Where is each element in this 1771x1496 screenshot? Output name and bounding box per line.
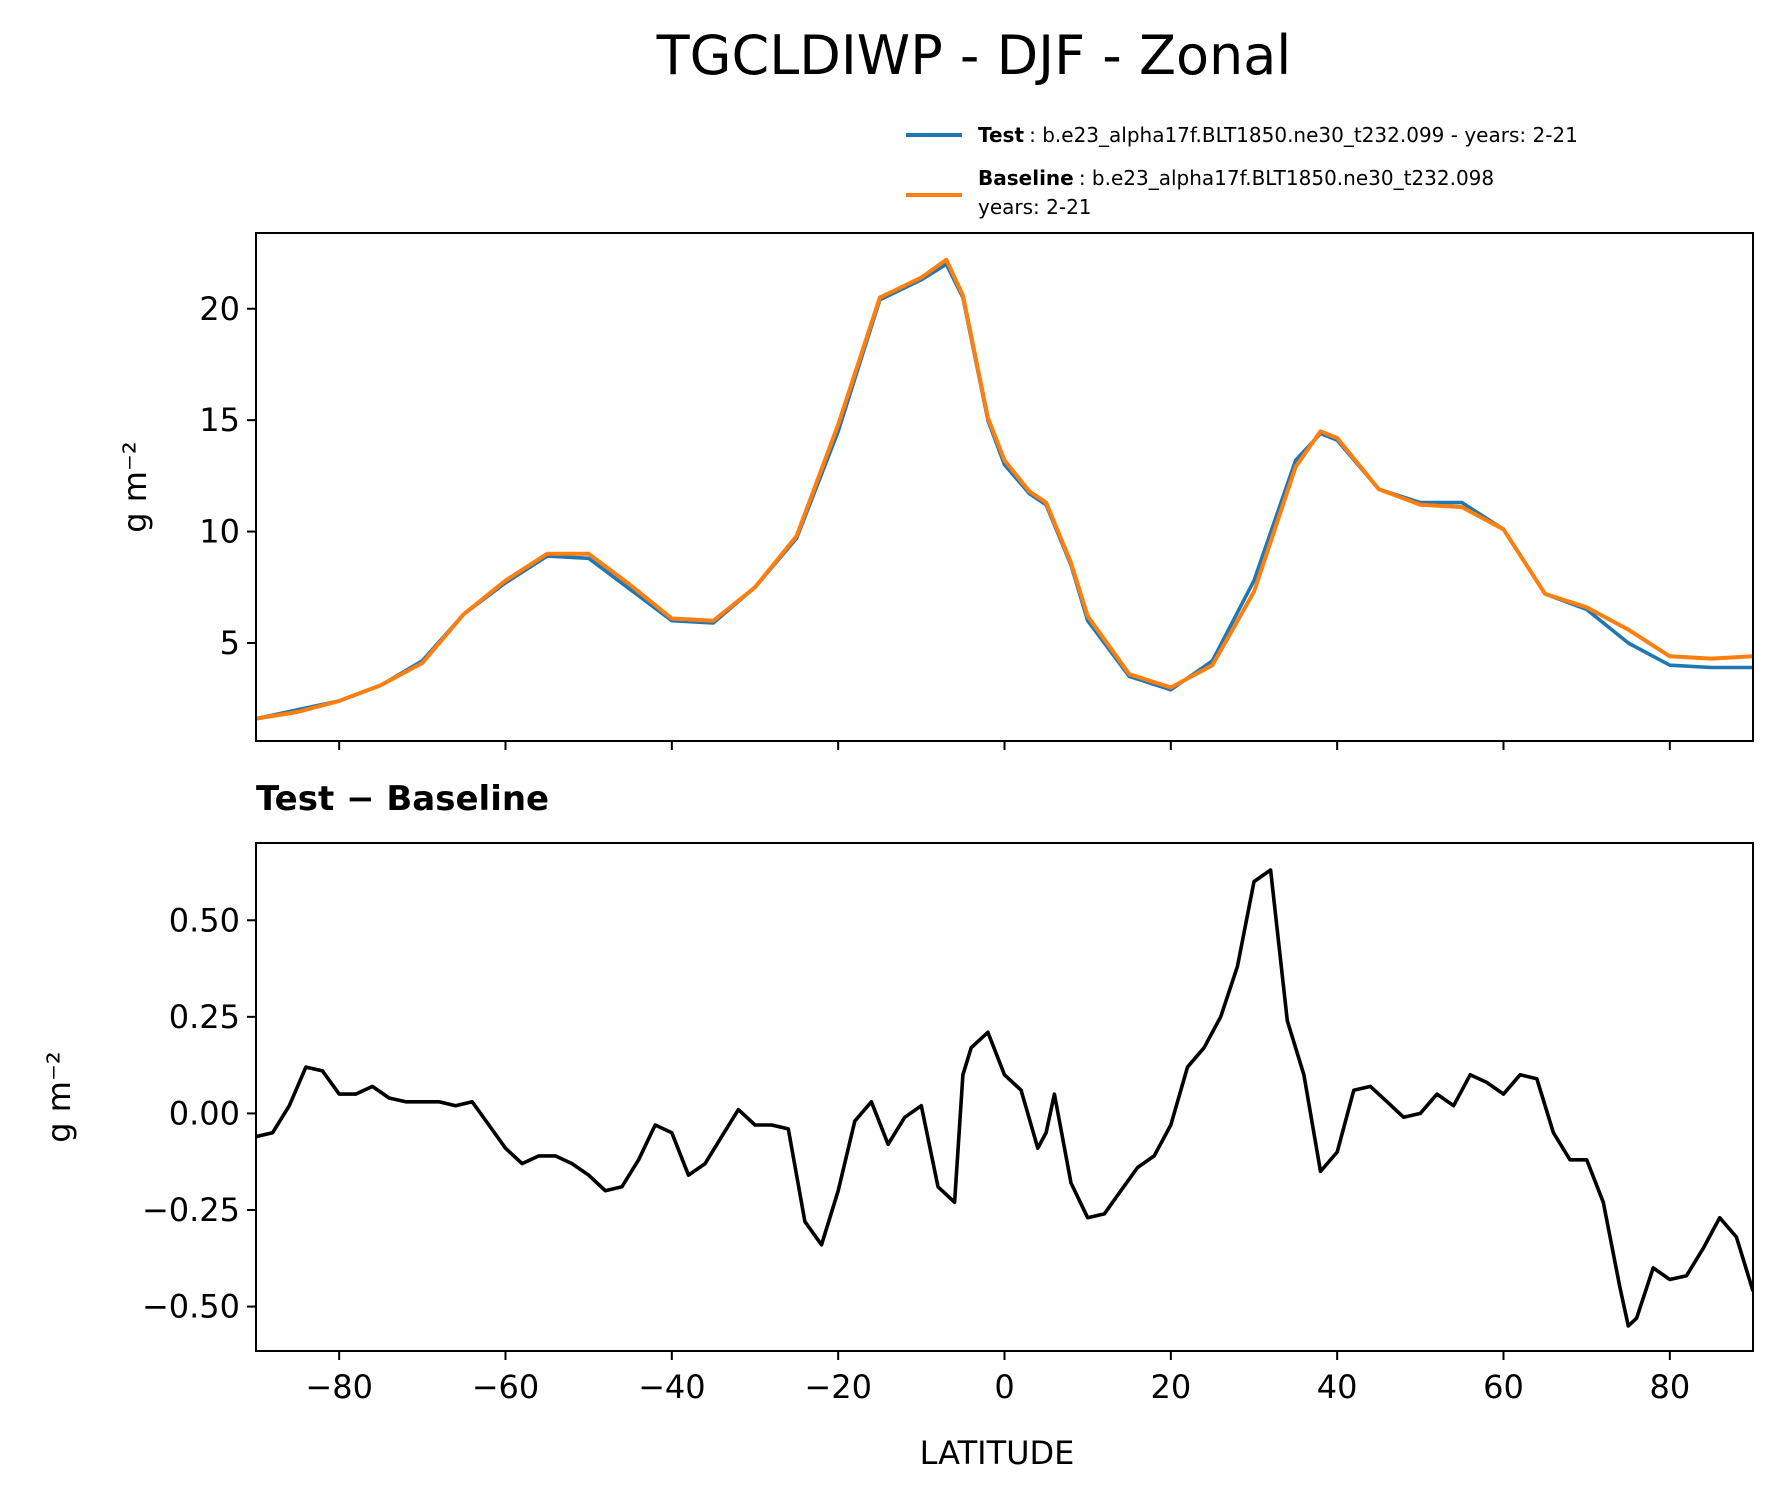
figure-title: TGCLDIWP - DJF - Zonal [656,24,1292,87]
series-line-test [256,262,1753,721]
y-tick-label: 20 [199,290,240,328]
legend-baseline-text: : b.e23_alpha17f.BLT1850.ne30_t232.098 [1079,166,1494,190]
x-axis-label: LATITUDE [920,1434,1075,1472]
legend-test-entry: Test : b.e23_alpha17f.BLT1850.ne30_t232.… [978,123,1578,147]
legend-baseline-years: years: 2-21 [978,195,1092,219]
x-tick-label: 40 [1317,1368,1358,1406]
y-tick-label: 0.25 [169,998,240,1036]
x-tick-label: 0 [994,1368,1014,1406]
x-tick-label: −40 [638,1368,706,1406]
x-tick-label: 80 [1649,1368,1690,1406]
y-tick-label: 15 [199,401,240,439]
y-tick-label: 10 [199,513,240,551]
legend-baseline-entry: Baseline : b.e23_alpha17f.BLT1850.ne30_t… [978,166,1494,190]
x-tick-label: −20 [804,1368,872,1406]
series-line-baseline [256,257,1753,721]
bottom-panel: 0.50 0.25 0.00 −0.25 −0.50 −80 −60 −40 −20 0 20 40 6… [40,842,1754,1406]
y-tick-label: 0.00 [169,1094,240,1132]
y-tick-label: 0.50 [169,901,240,939]
x-tick-label: −80 [305,1368,373,1406]
y-tick-label: −0.25 [142,1191,240,1229]
y-axis-label: g m⁻² [116,441,154,532]
y-tick-label: 5 [220,624,240,662]
plot-frame [255,232,1754,742]
legend-baseline-key: Baseline [978,166,1074,190]
x-tick-label: 20 [1150,1368,1191,1406]
bottom-panel-title: Test − Baseline [256,779,549,819]
series-line-test-baseline [256,868,1753,1328]
x-tick-label: −60 [472,1368,540,1406]
legend-test-text: : b.e23_alpha17f.BLT1850.ne30_t232.099 -… [1029,123,1578,147]
legend: Test : b.e23_alpha17f.BLT1850.ne30_t232.… [906,123,1578,219]
y-tick-label: −0.50 [142,1288,240,1326]
legend-test-key: Test [978,123,1024,147]
x-tick-label: 60 [1483,1368,1524,1406]
plot-frame [255,842,1754,1352]
top-panel: 5 10 15 20 g m⁻² [116,232,1754,750]
y-axis-label: g m⁻² [40,1051,78,1142]
